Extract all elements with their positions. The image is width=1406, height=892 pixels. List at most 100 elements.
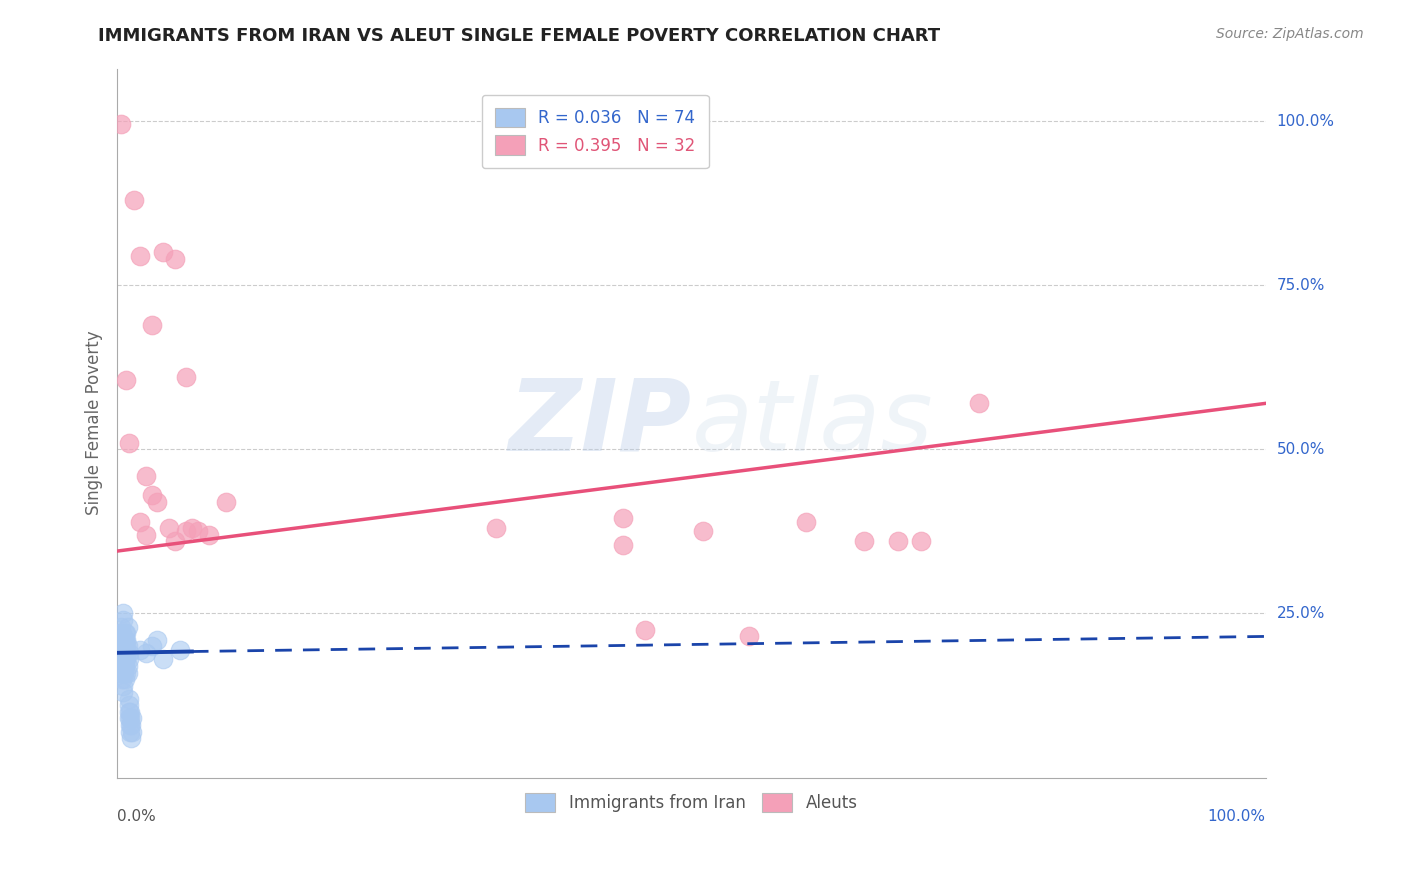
Point bbox=[163, 534, 186, 549]
Point bbox=[118, 705, 141, 719]
Point bbox=[118, 711, 141, 725]
Point bbox=[112, 640, 135, 654]
Point bbox=[114, 640, 136, 654]
Point bbox=[118, 718, 141, 732]
Point bbox=[115, 646, 138, 660]
Point bbox=[124, 193, 146, 207]
Point bbox=[111, 646, 134, 660]
Point bbox=[152, 245, 174, 260]
Text: IMMIGRANTS FROM IRAN VS ALEUT SINGLE FEMALE POVERTY CORRELATION CHART: IMMIGRANTS FROM IRAN VS ALEUT SINGLE FEM… bbox=[98, 27, 941, 45]
Point bbox=[111, 685, 134, 699]
Point bbox=[129, 249, 152, 263]
Point bbox=[108, 646, 131, 660]
Point bbox=[111, 652, 134, 666]
Text: 100.0%: 100.0% bbox=[1277, 113, 1334, 128]
Point bbox=[111, 640, 134, 654]
Point bbox=[187, 524, 209, 539]
Point bbox=[110, 626, 132, 640]
Point bbox=[111, 659, 134, 673]
Point bbox=[135, 646, 157, 660]
Text: atlas: atlas bbox=[692, 375, 934, 472]
Text: 100.0%: 100.0% bbox=[1208, 809, 1265, 824]
Point bbox=[110, 659, 132, 673]
Point bbox=[118, 705, 141, 719]
Point bbox=[135, 527, 157, 541]
Point bbox=[110, 652, 132, 666]
Point bbox=[115, 626, 138, 640]
Point bbox=[111, 626, 134, 640]
Point bbox=[111, 632, 134, 647]
Point bbox=[794, 515, 817, 529]
Point bbox=[110, 665, 132, 680]
Point bbox=[967, 396, 990, 410]
Point bbox=[117, 640, 139, 654]
Point bbox=[111, 640, 134, 654]
Point bbox=[110, 640, 132, 654]
Point bbox=[114, 632, 136, 647]
Point bbox=[174, 524, 197, 539]
Point bbox=[118, 691, 141, 706]
Point bbox=[120, 718, 142, 732]
Point bbox=[135, 468, 157, 483]
Point bbox=[114, 646, 136, 660]
Point bbox=[612, 511, 634, 525]
Point bbox=[169, 642, 191, 657]
Text: 25.0%: 25.0% bbox=[1277, 606, 1324, 621]
Point bbox=[117, 619, 139, 633]
Point bbox=[852, 534, 875, 549]
Point bbox=[215, 495, 238, 509]
Point bbox=[108, 652, 131, 666]
Point bbox=[115, 373, 138, 387]
Point bbox=[110, 646, 132, 660]
Point bbox=[111, 652, 134, 666]
Point bbox=[118, 698, 141, 713]
Point bbox=[111, 646, 134, 660]
Point bbox=[111, 665, 134, 680]
Point bbox=[111, 607, 134, 621]
Point bbox=[485, 521, 508, 535]
Text: Source: ZipAtlas.com: Source: ZipAtlas.com bbox=[1216, 27, 1364, 41]
Point bbox=[198, 527, 221, 541]
Point bbox=[118, 724, 141, 739]
Point bbox=[121, 724, 143, 739]
Point bbox=[115, 652, 138, 666]
Text: 50.0%: 50.0% bbox=[1277, 442, 1324, 457]
Point bbox=[112, 665, 135, 680]
Point bbox=[118, 435, 141, 450]
Point bbox=[887, 534, 910, 549]
Point bbox=[118, 652, 141, 666]
Point bbox=[111, 679, 134, 693]
Point bbox=[146, 495, 169, 509]
Point bbox=[738, 629, 761, 643]
Point bbox=[157, 521, 180, 535]
Point bbox=[174, 370, 197, 384]
Point bbox=[129, 515, 152, 529]
Point bbox=[114, 652, 136, 666]
Point bbox=[910, 534, 932, 549]
Text: 0.0%: 0.0% bbox=[117, 809, 156, 824]
Point bbox=[107, 642, 129, 657]
Point bbox=[111, 613, 134, 627]
Point bbox=[111, 632, 134, 647]
Point bbox=[152, 652, 174, 666]
Point bbox=[141, 488, 163, 502]
Point bbox=[110, 632, 132, 647]
Point bbox=[115, 640, 138, 654]
Y-axis label: Single Female Poverty: Single Female Poverty bbox=[86, 331, 103, 516]
Point bbox=[129, 642, 152, 657]
Point bbox=[108, 632, 131, 647]
Point bbox=[146, 632, 169, 647]
Point bbox=[115, 665, 138, 680]
Point bbox=[120, 731, 142, 746]
Point bbox=[107, 640, 129, 654]
Point bbox=[114, 672, 136, 686]
Point bbox=[112, 652, 135, 666]
Point bbox=[112, 646, 135, 660]
Point bbox=[634, 623, 657, 637]
Point bbox=[110, 619, 132, 633]
Point bbox=[118, 711, 141, 725]
Point bbox=[111, 672, 134, 686]
Point bbox=[141, 640, 163, 654]
Point bbox=[115, 632, 138, 647]
Text: 75.0%: 75.0% bbox=[1277, 277, 1324, 293]
